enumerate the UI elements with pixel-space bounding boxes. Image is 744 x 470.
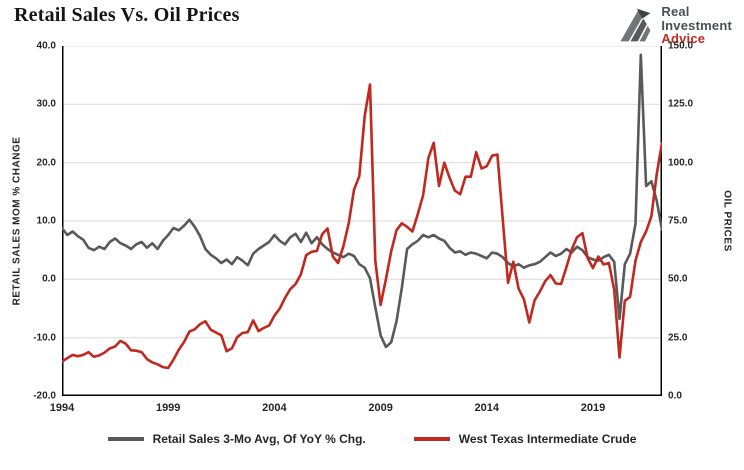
legend-item-retail: Retail Sales 3-Mo Avg, Of YoY % Chg.	[107, 432, 366, 446]
right-axis-title: OIL PRICES	[721, 190, 733, 252]
legend-label-oil: West Texas Intermediate Crude	[458, 432, 637, 446]
legend-item-oil: West Texas Intermediate Crude	[413, 432, 637, 446]
left-axis-tick-label: 30.0	[36, 98, 56, 110]
right-axis-tick-label: 50.0	[668, 273, 688, 285]
logo-text-investment: Investment	[661, 17, 732, 33]
x-axis-tick-label: 2009	[368, 402, 393, 414]
left-axis-tick-label: 0.0	[42, 273, 56, 285]
left-axis-title: RETAIL SALES MOM % CHANGE	[11, 136, 23, 306]
legend-label-retail: Retail Sales 3-Mo Avg, Of YoY % Chg.	[152, 432, 366, 446]
x-axis-tick-label: 2019	[580, 402, 606, 414]
left-axis-tick-label: -10.0	[33, 332, 56, 344]
left-axis-tick-label: 20.0	[36, 157, 56, 169]
oil-price-series-line	[62, 83, 662, 370]
x-axis-tick-label: 1994	[49, 402, 75, 414]
right-axis-tick-label: 25.0	[668, 332, 688, 344]
left-axis-tick-label: -20.0	[33, 390, 56, 402]
right-axis-tick-label: 100.0	[668, 157, 694, 169]
x-axis-tick-label: 1999	[155, 402, 181, 414]
logo-text-real: Real	[661, 4, 690, 19]
ria-logo-text: Real Investment Advice	[661, 5, 732, 46]
right-axis-tick-label: 125.0	[668, 98, 694, 110]
logo-text-advice: Advice	[661, 31, 706, 46]
left-axis-tick-label: 40.0	[36, 40, 56, 52]
ria-logo: Real Investment Advice	[615, 5, 732, 46]
plot-area	[62, 46, 662, 396]
right-axis-tick-label: 0.0	[668, 390, 682, 402]
x-axis-tick-label: 2004	[262, 402, 287, 414]
chart-legend: Retail Sales 3-Mo Avg, Of YoY % Chg. Wes…	[0, 432, 744, 446]
x-axis-tick-label: 2014	[474, 402, 500, 414]
right-axis-tick-label: 75.0	[668, 215, 688, 227]
legend-swatch-oil	[413, 437, 450, 441]
left-axis-tick-label: 10.0	[36, 215, 56, 227]
ria-logo-eagle-icon	[620, 8, 651, 42]
retail-sales-series-line	[62, 53, 662, 349]
legend-swatch-retail	[107, 437, 144, 441]
page-title: Retail Sales Vs. Oil Prices	[14, 4, 240, 26]
